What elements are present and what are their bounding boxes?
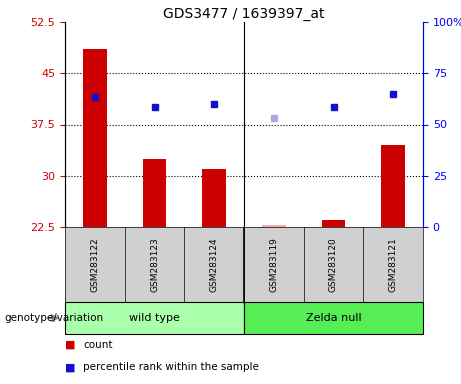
Text: GSM283120: GSM283120	[329, 237, 338, 292]
Bar	[381, 145, 405, 227]
Bar	[244, 302, 423, 334]
Bar	[322, 220, 345, 227]
Bar	[142, 159, 166, 227]
Text: Zelda null: Zelda null	[306, 313, 361, 323]
Text: GSM283124: GSM283124	[210, 237, 219, 292]
Text: genotype/variation: genotype/variation	[5, 313, 104, 323]
Text: percentile rank within the sample: percentile rank within the sample	[83, 362, 260, 372]
Text: count: count	[83, 340, 113, 350]
Title: GDS3477 / 1639397_at: GDS3477 / 1639397_at	[163, 7, 325, 21]
Text: GSM283119: GSM283119	[269, 237, 278, 292]
Text: wild type: wild type	[129, 313, 180, 323]
Text: GSM283122: GSM283122	[90, 237, 99, 292]
Text: ■: ■	[65, 340, 76, 350]
Bar	[83, 49, 107, 227]
Bar	[202, 169, 226, 227]
Bar	[262, 225, 286, 227]
Text: GSM283123: GSM283123	[150, 237, 159, 292]
Bar	[65, 302, 244, 334]
Text: GSM283121: GSM283121	[389, 237, 398, 292]
Text: ■: ■	[65, 362, 76, 372]
